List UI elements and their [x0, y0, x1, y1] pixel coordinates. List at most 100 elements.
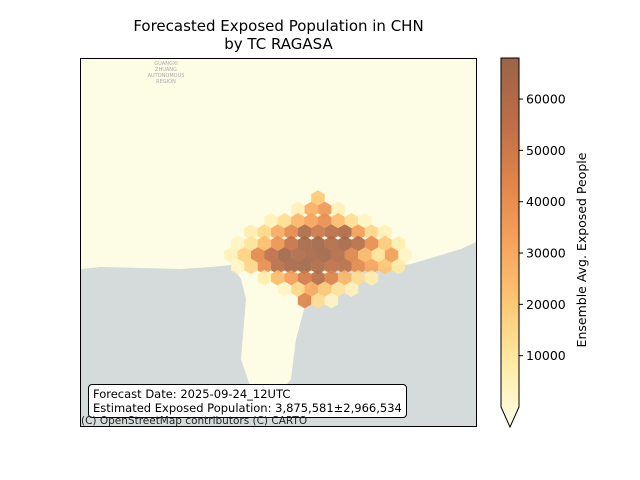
basemap-labels: GUANGXI ZHUANG AUTONOMOUS REGION — [148, 61, 185, 85]
hexbin-cell — [271, 258, 285, 275]
colorbar-tick-label: 40000 — [526, 194, 566, 209]
hexbin-cell — [324, 235, 339, 252]
colorbar-tick-label: 60000 — [526, 92, 566, 107]
map-attribution: (C) OpenStreetMap contributors (C) CARTO — [81, 415, 308, 427]
hexbin-cell — [311, 292, 325, 309]
colorbar-tick-label: 10000 — [526, 348, 566, 363]
hexbin-cell — [277, 247, 292, 263]
hexbin-cell — [291, 247, 305, 263]
hexbin-cell — [324, 224, 339, 240]
hexbin-cell — [291, 201, 305, 218]
colorbar-ticks: 10000 20000 30000 40000 50000 60000 — [519, 92, 566, 363]
hexbin-cell — [304, 247, 319, 263]
hexbin-cell — [344, 247, 359, 263]
hexbin-cell — [230, 235, 245, 252]
hexbin-cell — [317, 201, 332, 218]
hexbin-cell — [291, 213, 305, 229]
hexbin-cell — [331, 213, 345, 229]
map-canvas[interactable]: GUANGXI ZHUANG AUTONOMOUS REGION — [81, 59, 477, 427]
hexbin-cell — [257, 224, 272, 240]
hexbin-cell — [284, 270, 298, 286]
hexbin-cell — [351, 270, 365, 286]
hexbin-cell — [297, 258, 312, 275]
hexbin-cell — [378, 235, 392, 252]
colorbar-tick-label: 50000 — [526, 143, 566, 158]
colorbar: 10000 20000 30000 40000 50000 60000 Ensemble … — [500, 57, 589, 429]
hexbin-cell — [257, 270, 272, 286]
hexbin-cell — [364, 235, 379, 252]
colorbar-tick-label: 20000 — [526, 297, 566, 312]
hexbin-cell — [297, 224, 312, 240]
hexbin-cell — [338, 258, 352, 275]
hexbin-cell — [244, 258, 258, 275]
hexbin-cell — [271, 224, 285, 240]
hexbin-cell — [344, 213, 359, 229]
hexbin-cell — [224, 247, 238, 263]
hexbin-layer — [224, 190, 412, 309]
basemap-label: AUTONOMOUS — [148, 73, 185, 79]
hexbin-cell — [338, 235, 352, 252]
hexbin-cell — [324, 292, 339, 309]
hexbin-cell — [311, 258, 325, 275]
forecast-date-text: Forecast Date: 2025-09-24_12UTC — [93, 387, 291, 401]
hexbin-cell — [317, 281, 332, 297]
hexbin-cell — [230, 258, 245, 275]
hexbin-cell — [351, 258, 365, 275]
hexbin-cell — [304, 281, 319, 297]
hexbin-cell — [297, 235, 312, 252]
hexbin-cell — [237, 247, 252, 263]
hexbin-cell — [331, 281, 345, 297]
hexbin-cell — [351, 235, 365, 252]
hexbin-cell — [257, 258, 272, 275]
map-frame[interactable]: GUANGXI ZHUANG AUTONOMOUS REGION — [80, 58, 477, 427]
hexbin-cell — [378, 258, 392, 275]
hexbin-cell — [331, 247, 345, 263]
hexbin-cell — [291, 281, 305, 297]
hexbin-cell — [277, 213, 292, 229]
hexbin-cell — [297, 270, 312, 286]
hexbin-cell — [271, 270, 285, 286]
estimated-population-text: Estimated Exposed Population: 3,875,581±… — [93, 401, 402, 415]
chart-title-line1: Forecasted Exposed Population in CHN — [133, 17, 424, 35]
hexbin-cell — [384, 247, 399, 263]
hexbin-cell — [284, 224, 298, 240]
hexbin-cell — [277, 281, 292, 297]
hexbin-cell — [324, 270, 339, 286]
colorbar-gradient — [500, 57, 520, 429]
hexbin-cell — [304, 201, 319, 218]
colorbar-tick-label: 30000 — [526, 246, 566, 261]
hexbin-cell — [284, 258, 298, 275]
basemap-label: ZHUANG — [155, 67, 177, 73]
hexbin-cell — [371, 247, 386, 263]
hexbin-cell — [257, 235, 272, 252]
chart-title-line2: by TC RAGASA — [224, 35, 333, 53]
hexbin-cell — [244, 224, 258, 240]
hexbin-cell — [264, 247, 278, 263]
hexbin-cell — [250, 247, 265, 263]
hexbin-cell — [364, 270, 379, 286]
forecast-info-box: Forecast Date: 2025-09-24_12UTC Estimate… — [88, 384, 407, 418]
hexbin-cell — [398, 247, 412, 263]
basemap-label: REGION — [156, 79, 176, 85]
hexbin-cell — [311, 224, 325, 240]
hexbin-cell — [317, 213, 332, 229]
hexbin-cell — [344, 281, 359, 297]
hexbin-cell — [358, 247, 372, 263]
sea-area — [81, 241, 476, 426]
basemap-label: GUANGXI — [154, 61, 177, 67]
hexbin-cell — [244, 235, 258, 252]
hexbin-cell — [358, 213, 372, 229]
hexbin-cell — [364, 224, 379, 240]
hexbin-cell — [391, 235, 406, 252]
hexbin-cell — [331, 201, 345, 218]
hexbin-cell — [284, 235, 298, 252]
hexbin-cell — [324, 258, 339, 275]
hexbin-cell — [311, 235, 325, 252]
hexbin-cell — [317, 247, 332, 263]
hexbin-cell — [297, 292, 312, 309]
hexbin-cell — [378, 224, 392, 240]
hexbin-cell — [351, 224, 365, 240]
hexbin-cell — [311, 270, 325, 286]
hexbin-cell — [338, 224, 352, 240]
hexbin-cell — [391, 258, 406, 275]
